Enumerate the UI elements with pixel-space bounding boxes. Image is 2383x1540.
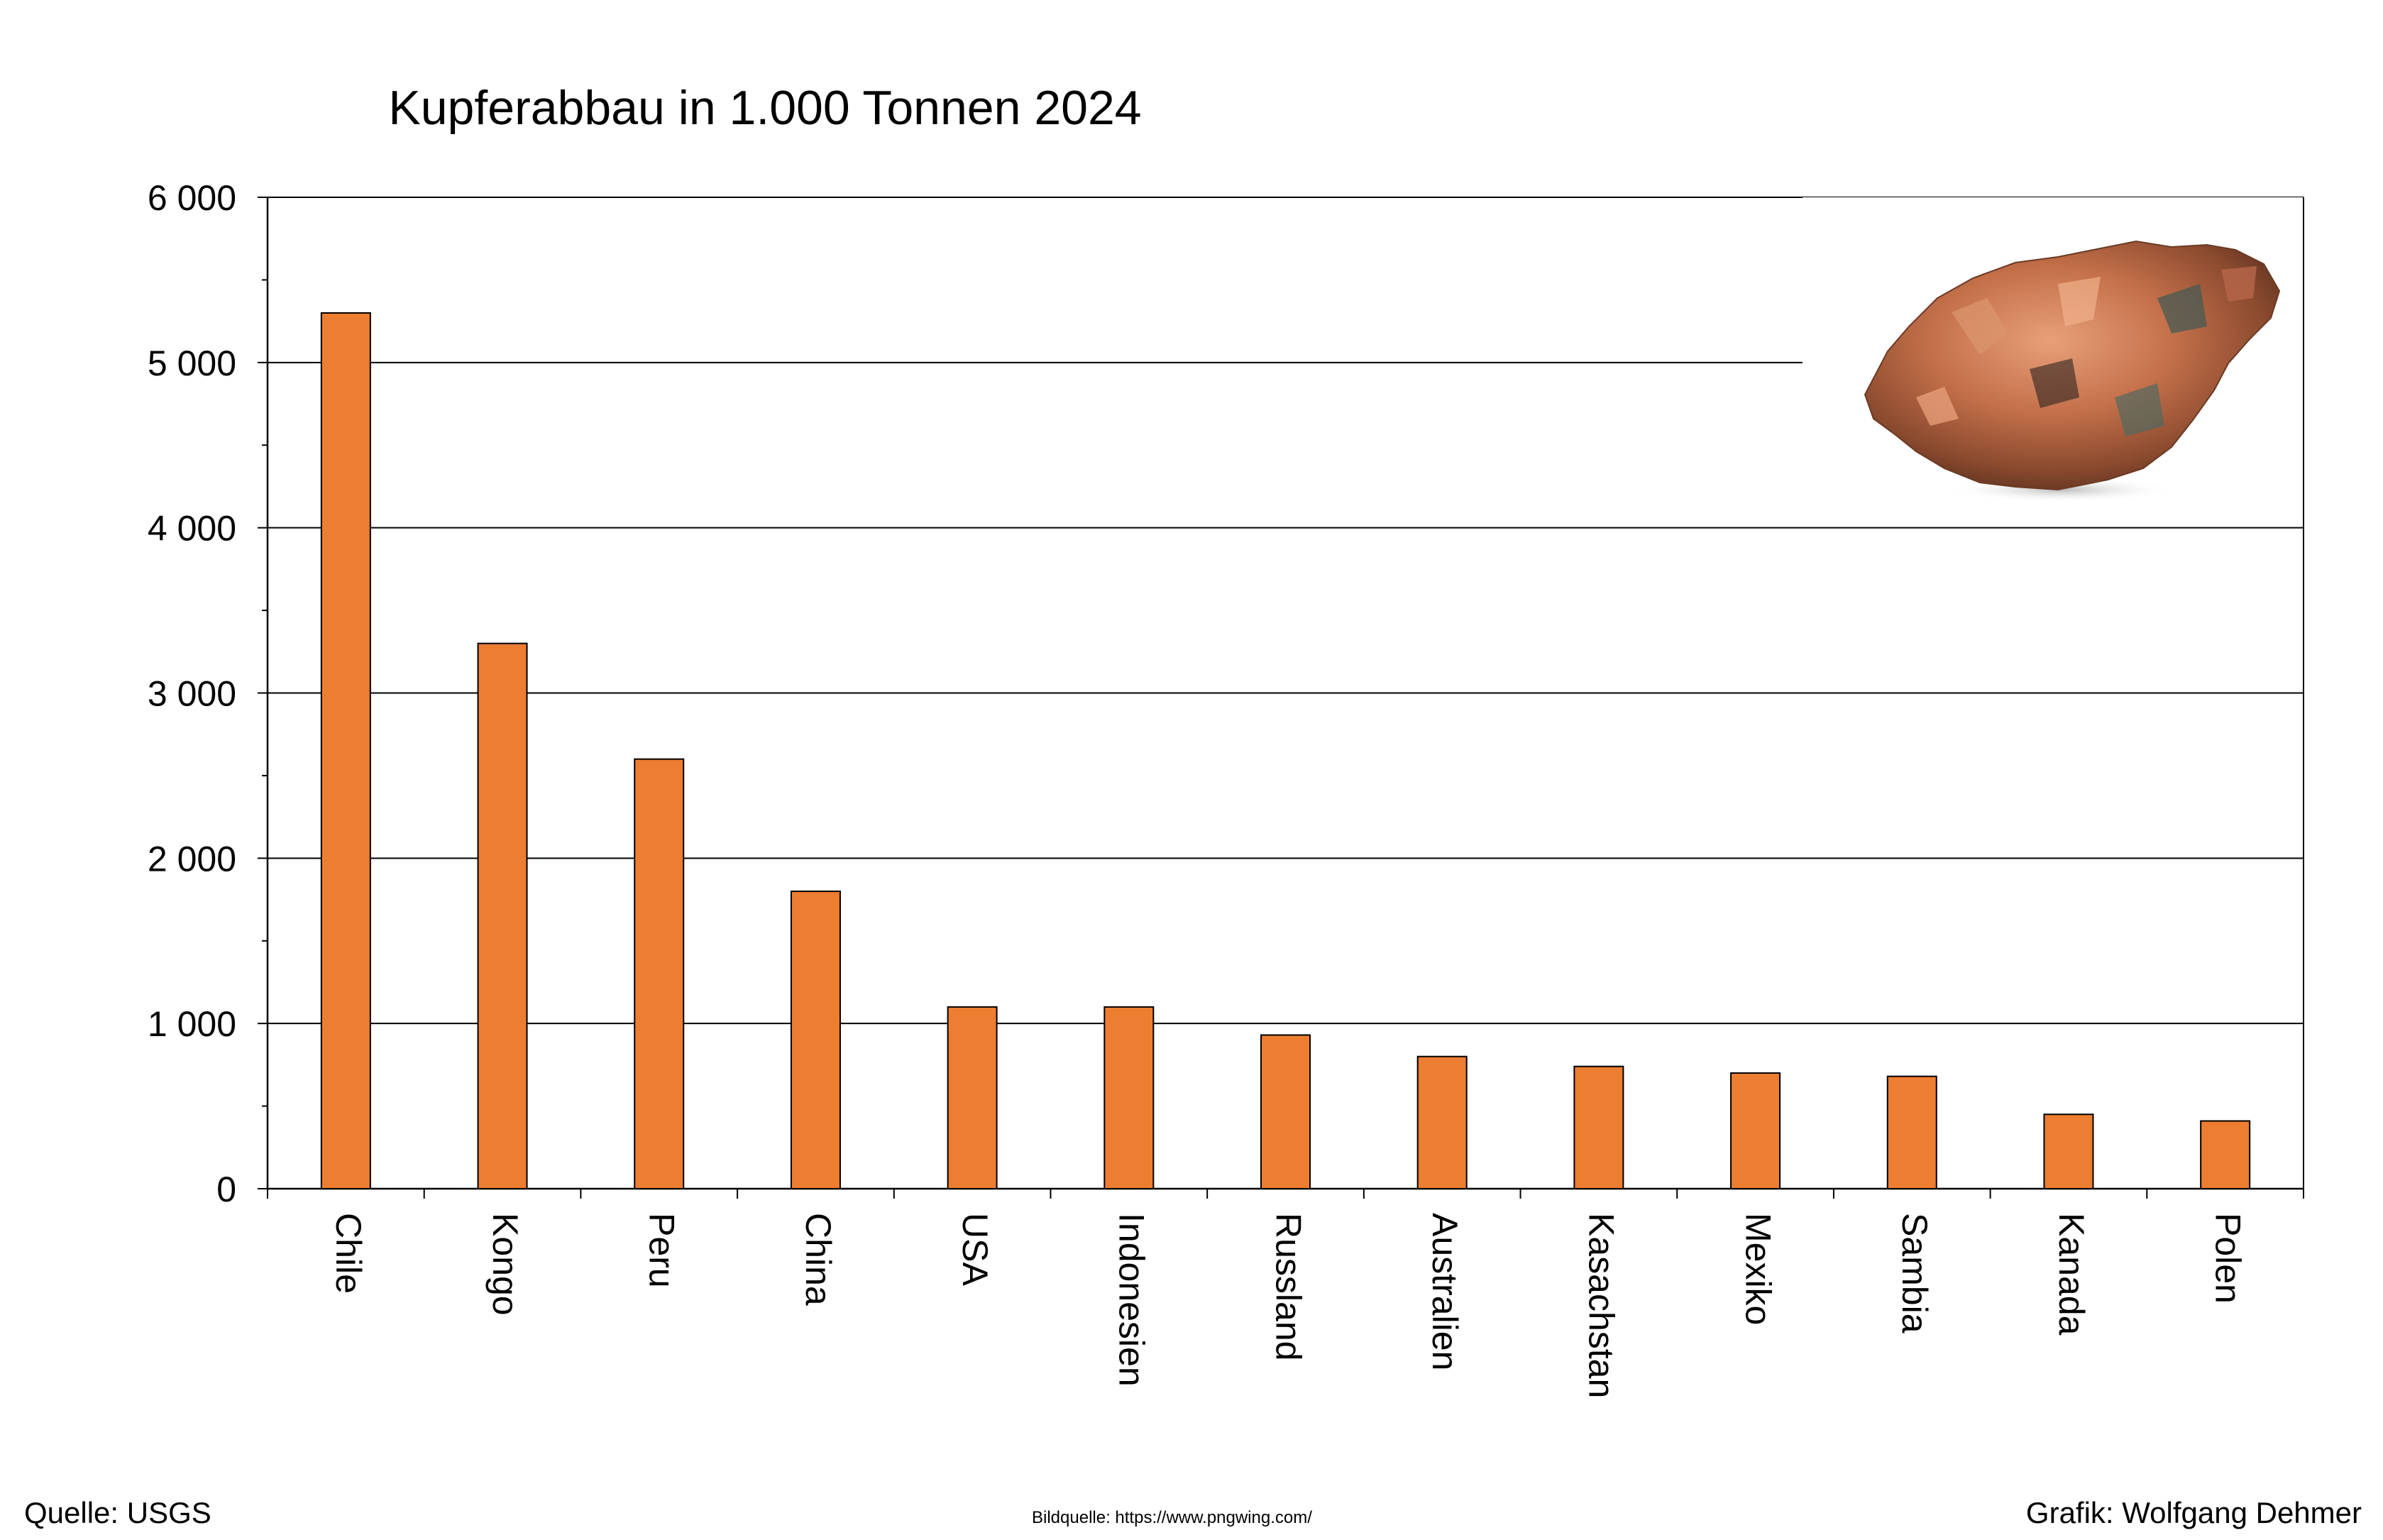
bar: [1104, 1006, 1155, 1189]
bar: [2200, 1120, 2251, 1189]
y-tick-label: 3 000: [148, 674, 236, 714]
bar: [1416, 1055, 1468, 1189]
image-credit-label: Bildquelle: https://www.pngwing.com/: [1032, 1508, 1312, 1527]
author-label: Grafik: Wolfgang Dehmer: [2025, 1496, 2362, 1529]
bars: [320, 312, 2251, 1190]
y-tick-label: 1 000: [148, 1004, 236, 1044]
y-tick-label: 6 000: [148, 178, 236, 218]
gridlines: [268, 197, 2304, 1025]
y-tick-label: 4 000: [148, 509, 236, 549]
x-category-label: Kongo: [485, 1213, 525, 1316]
bar: [2043, 1113, 2094, 1189]
x-category-label: Mexiko: [1738, 1213, 1778, 1325]
x-category-label: China: [798, 1213, 838, 1306]
y-tick-label: 0: [216, 1170, 236, 1209]
bar: [1886, 1075, 1937, 1189]
bar: [947, 1006, 998, 1189]
bar: [1260, 1034, 1311, 1189]
bar: [477, 642, 528, 1189]
x-category-label: Kasachstan: [1582, 1213, 1622, 1398]
chart-title: Kupferabbau in 1.000 Tonnen 2024: [388, 81, 1141, 135]
x-category-label: Peru: [642, 1213, 682, 1288]
x-category-label: Sambia: [1895, 1213, 1935, 1333]
x-category-label: Chile: [329, 1213, 368, 1294]
x-category-labels: Chile Kongo Peru China USA Indonesien Russland…: [329, 1213, 2247, 1398]
x-category-label: Russland: [1268, 1213, 1308, 1360]
x-category-label: Kanada: [2052, 1213, 2091, 1336]
bar: [634, 758, 685, 1189]
y-tick-label: 2 000: [148, 839, 236, 879]
copper-ore-image: [1803, 197, 2304, 502]
x-category-label: USA: [955, 1213, 995, 1286]
y-tick-labels: 0 1 000 2 000 3 000 4 000 5 000 6 000: [148, 178, 236, 1209]
bar: [1573, 1065, 1624, 1190]
y-tick-label: 5 000: [148, 343, 236, 383]
bar: [790, 890, 841, 1190]
bar: [1730, 1072, 1781, 1190]
x-category-label: Polen: [2208, 1213, 2247, 1304]
bar: [320, 312, 371, 1190]
x-category-label: Indonesien: [1112, 1213, 1152, 1387]
x-category-label: Australien: [1425, 1213, 1465, 1370]
source-label: Quelle: USGS: [24, 1496, 211, 1529]
